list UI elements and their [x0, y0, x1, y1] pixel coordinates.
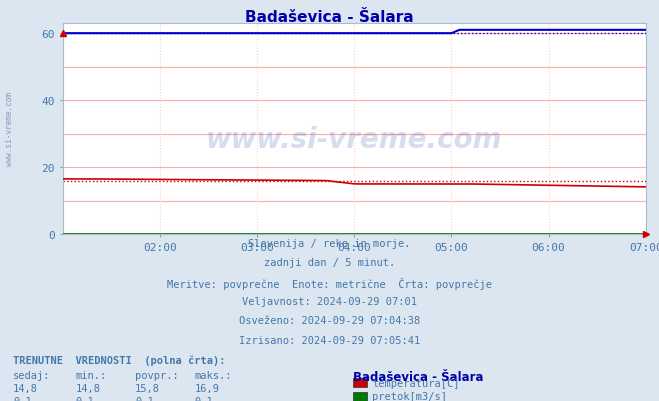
Text: Izrisano: 2024-09-29 07:05:41: Izrisano: 2024-09-29 07:05:41: [239, 335, 420, 345]
Text: 14,8: 14,8: [76, 383, 101, 393]
Text: 0,1: 0,1: [76, 396, 94, 401]
Text: www.si-vreme.com: www.si-vreme.com: [206, 126, 502, 154]
Text: Badaševica - Šalara: Badaševica - Šalara: [245, 10, 414, 25]
Text: Veljavnost: 2024-09-29 07:01: Veljavnost: 2024-09-29 07:01: [242, 296, 417, 306]
Text: min.:: min.:: [76, 370, 107, 380]
Text: Badaševica - Šalara: Badaševica - Šalara: [353, 370, 483, 383]
Text: 0,1: 0,1: [194, 396, 213, 401]
Text: www.si-vreme.com: www.si-vreme.com: [5, 91, 14, 165]
Text: 0,1: 0,1: [13, 396, 32, 401]
Text: Meritve: povprečne  Enote: metrične  Črta: povprečje: Meritve: povprečne Enote: metrične Črta:…: [167, 277, 492, 289]
Text: 0,1: 0,1: [135, 396, 154, 401]
Text: povpr.:: povpr.:: [135, 370, 179, 380]
Text: TRENUTNE  VREDNOSTI  (polna črta):: TRENUTNE VREDNOSTI (polna črta):: [13, 355, 225, 365]
Text: maks.:: maks.:: [194, 370, 232, 380]
Text: temperatura[C]: temperatura[C]: [372, 378, 460, 388]
Text: Slovenija / reke in morje.: Slovenija / reke in morje.: [248, 239, 411, 249]
Text: Osveženo: 2024-09-29 07:04:38: Osveženo: 2024-09-29 07:04:38: [239, 316, 420, 326]
Text: 15,8: 15,8: [135, 383, 160, 393]
Text: 16,9: 16,9: [194, 383, 219, 393]
Text: pretok[m3/s]: pretok[m3/s]: [372, 391, 447, 401]
Text: 14,8: 14,8: [13, 383, 38, 393]
Text: zadnji dan / 5 minut.: zadnji dan / 5 minut.: [264, 258, 395, 268]
Text: sedaj:: sedaj:: [13, 370, 51, 380]
